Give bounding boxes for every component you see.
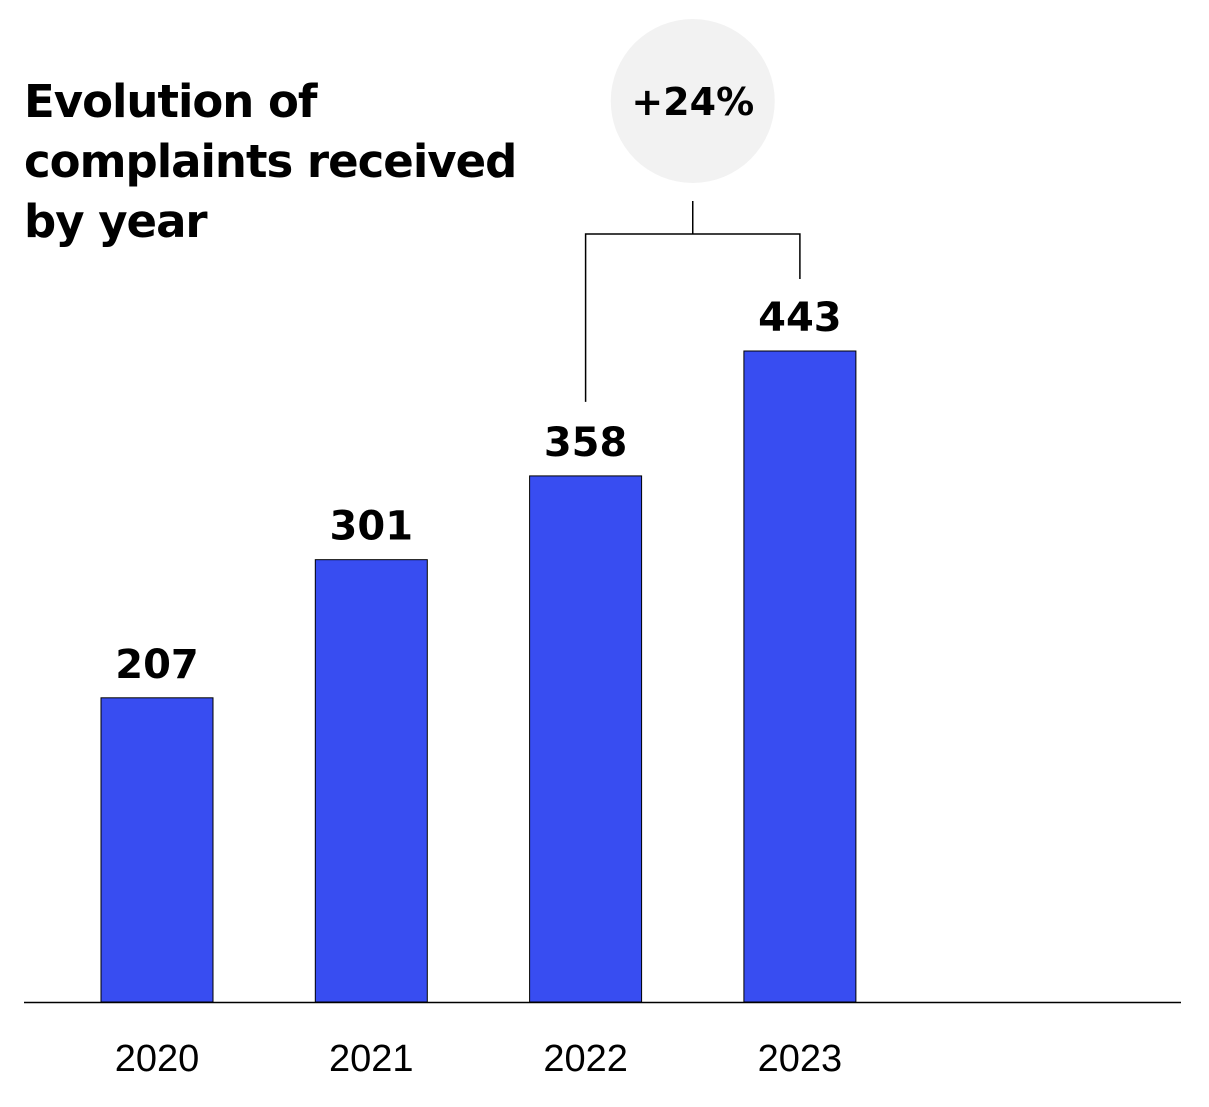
value-label-2021: 301 [330, 504, 414, 550]
x-tick-label-2022: 2022 [543, 1038, 628, 1080]
bars-layer [100, 350, 857, 1003]
value-label-2020: 207 [115, 642, 199, 688]
value-label-2023: 443 [758, 295, 842, 341]
growth-badge-text: +24% [631, 80, 754, 124]
x-tick-label-2023: 2023 [758, 1038, 843, 1080]
growth-annotation: +24% [584, 19, 801, 402]
labels-layer: 207 2020 301 2021 358 2022 443 2023 [115, 295, 842, 1080]
bar-2021 [314, 559, 428, 1003]
x-tick-label-2021: 2021 [329, 1038, 414, 1080]
annotation-bracket [584, 201, 801, 402]
value-label-2022: 358 [544, 420, 628, 466]
growth-badge [610, 19, 775, 183]
bar-2022 [529, 475, 643, 1003]
bar-2020 [100, 697, 214, 1003]
chart-title: Evolution of complaints received by year [24, 75, 517, 248]
bar-2023 [743, 350, 857, 1003]
x-tick-label-2020: 2020 [115, 1038, 200, 1080]
